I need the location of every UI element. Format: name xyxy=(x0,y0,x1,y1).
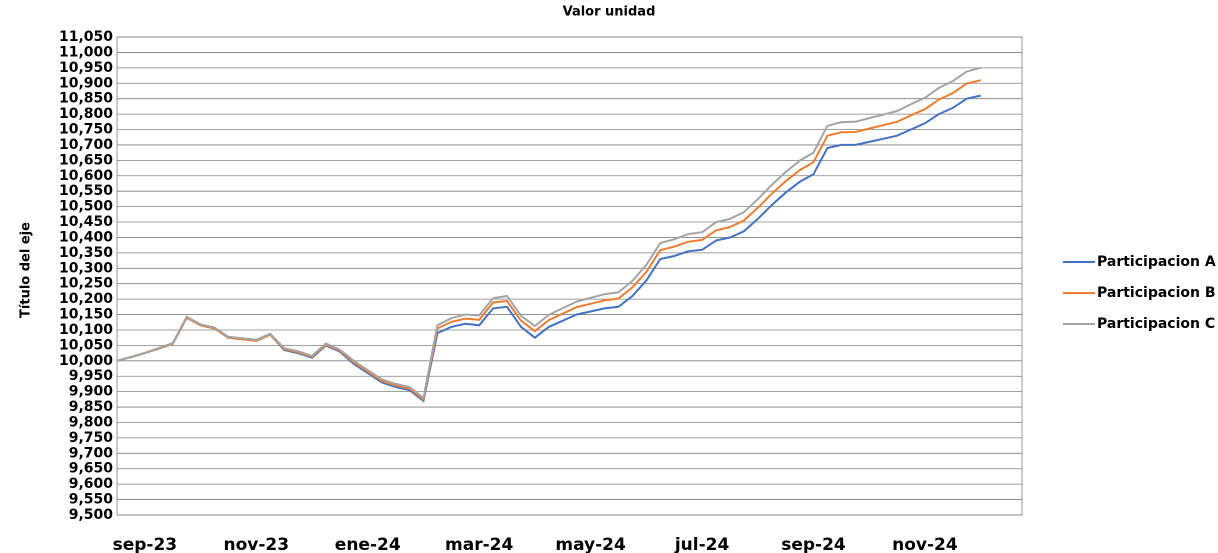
y-tick-label: 10,450 xyxy=(59,214,113,230)
x-tick-label: ene-24 xyxy=(335,535,401,553)
series-line xyxy=(116,79,981,402)
y-tick-label: 9,650 xyxy=(69,461,114,477)
y-tick-label: 10,150 xyxy=(59,307,113,323)
y-tick-label: 9,550 xyxy=(69,492,114,508)
y-tick-label: 10,300 xyxy=(59,260,113,276)
y-tick-label: 10,850 xyxy=(59,91,113,107)
y-tick-label: 10,500 xyxy=(59,199,113,215)
plot-border xyxy=(116,36,1023,516)
x-tick-label: sep-24 xyxy=(781,535,846,553)
y-tick-label: 9,700 xyxy=(69,445,114,461)
y-tick-label: 9,850 xyxy=(69,399,114,415)
y-tick-label: 9,500 xyxy=(69,507,114,523)
y-tick-label: 10,550 xyxy=(59,183,113,199)
y-tick-label: 9,950 xyxy=(69,368,114,384)
y-tick-label: 10,350 xyxy=(59,245,113,261)
series-line xyxy=(116,94,981,403)
y-axis-title: Título del eje xyxy=(19,222,34,318)
y-tick-label: 10,750 xyxy=(59,122,113,138)
y-tick-label: 11,000 xyxy=(59,44,113,60)
y-tick-label: 10,650 xyxy=(59,152,113,168)
y-tick-label: 10,100 xyxy=(59,322,113,338)
legend-label: Participacion C xyxy=(1097,316,1215,332)
legend-label: Participacion B xyxy=(1097,285,1216,301)
chart-title: Valor unidad xyxy=(563,5,656,20)
legend-label: Participacion A xyxy=(1097,254,1216,270)
y-tick-label: 10,600 xyxy=(59,168,113,184)
x-tick-label: nov-23 xyxy=(224,535,290,553)
y-tick-label: 10,050 xyxy=(59,337,113,353)
x-tick-label: jul-24 xyxy=(674,535,730,553)
y-tick-label: 11,050 xyxy=(59,29,113,45)
x-tick-label: may-24 xyxy=(555,535,626,553)
y-tick-label: 10,700 xyxy=(59,137,113,153)
series-line xyxy=(116,66,981,400)
x-tick-label: mar-24 xyxy=(445,535,513,553)
y-tick-label: 10,250 xyxy=(59,276,113,292)
y-tick-label: 9,800 xyxy=(69,414,114,430)
y-tick-label: 9,900 xyxy=(69,384,114,400)
x-tick-label: nov-24 xyxy=(892,535,958,553)
y-tick-label: 10,400 xyxy=(59,229,113,245)
y-tick-label: 9,750 xyxy=(69,430,114,446)
y-tick-label: 10,900 xyxy=(59,75,113,91)
y-tick-label: 9,600 xyxy=(69,476,114,492)
y-tick-label: 10,200 xyxy=(59,291,113,307)
x-tick-label: sep-23 xyxy=(113,535,178,553)
y-tick-label: 10,000 xyxy=(59,353,113,369)
y-tick-label: 10,950 xyxy=(59,60,113,76)
y-tick-label: 10,800 xyxy=(59,106,113,122)
